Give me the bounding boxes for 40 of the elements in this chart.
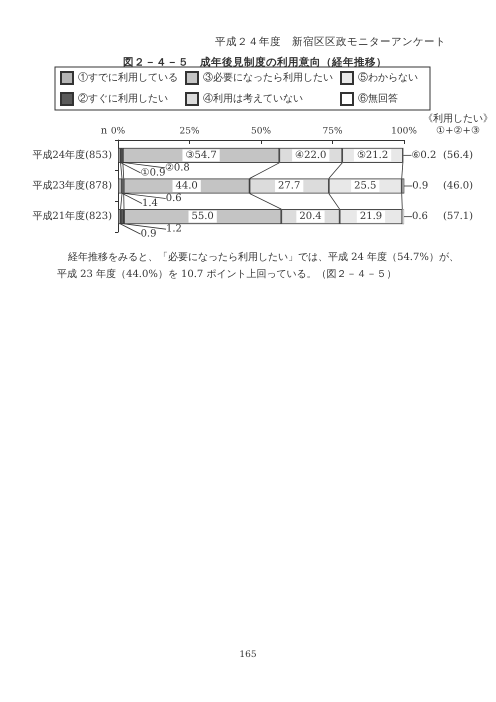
- x-tick-label: 25%: [179, 126, 200, 136]
- text: 《利用したい》 ①+②+③: [423, 112, 493, 136]
- y-tick-label: 平成23年度(878): [32, 180, 112, 192]
- data-label: ③54.7: [185, 150, 217, 161]
- legend-label: ①すでに利用している: [78, 72, 178, 84]
- data-label: ②0.8: [164, 162, 190, 174]
- data-label: 25.5: [354, 180, 376, 192]
- data-label: ④22.0: [295, 150, 326, 161]
- data-label: 0.6: [166, 193, 182, 204]
- data-label: 1.2: [166, 224, 182, 235]
- legend-label: ③必要になったら利用したい: [203, 72, 333, 84]
- data-label: 20.4: [299, 211, 322, 222]
- data-label: 0.9: [412, 180, 428, 192]
- legend-label: ⑥無回答: [358, 92, 398, 104]
- text: (46.0): [442, 180, 474, 192]
- data-label: 0.6: [412, 211, 428, 222]
- text: 平成２４年度 新宿区区政モニターアンケート: [215, 35, 446, 49]
- y-tick-label: 平成24年度(853): [32, 148, 112, 161]
- data-label: ①0.9: [140, 167, 166, 178]
- text: 165: [239, 650, 257, 660]
- text: 経年推移をみると、「必要になったら利用したい」では、平成 24 年度（54.7%）が、平成 23 年度（44.0%）を 10.7 ポイント上回っている。（図２－４－５）: [57, 250, 460, 282]
- legend-label: ④利用は考えていない: [203, 92, 303, 104]
- data-label: ⑤21.2: [356, 150, 388, 161]
- legend-label: ⑤わからない: [358, 72, 418, 84]
- data-label: 1.4: [142, 198, 158, 209]
- x-tick-label: 50%: [250, 126, 272, 136]
- y-tick-label: 平成21年度(823): [32, 210, 112, 222]
- data-label: 27.7: [278, 180, 300, 192]
- data-label: 21.9: [360, 211, 382, 222]
- text: (57.1): [442, 211, 474, 222]
- x-tick-label: 0%: [110, 126, 126, 136]
- data-label: ⑥0.2: [411, 150, 436, 161]
- text: (56.4): [442, 150, 474, 161]
- x-tick-label: 100%: [391, 126, 418, 136]
- data-label: 0.9: [140, 228, 156, 240]
- data-label: 55.0: [192, 211, 214, 222]
- y-axis-title: n: [100, 126, 108, 136]
- legend-label: ②すぐに利用したい: [78, 92, 168, 104]
- data-label: 44.0: [176, 180, 198, 192]
- x-tick-label: 75%: [322, 126, 343, 136]
